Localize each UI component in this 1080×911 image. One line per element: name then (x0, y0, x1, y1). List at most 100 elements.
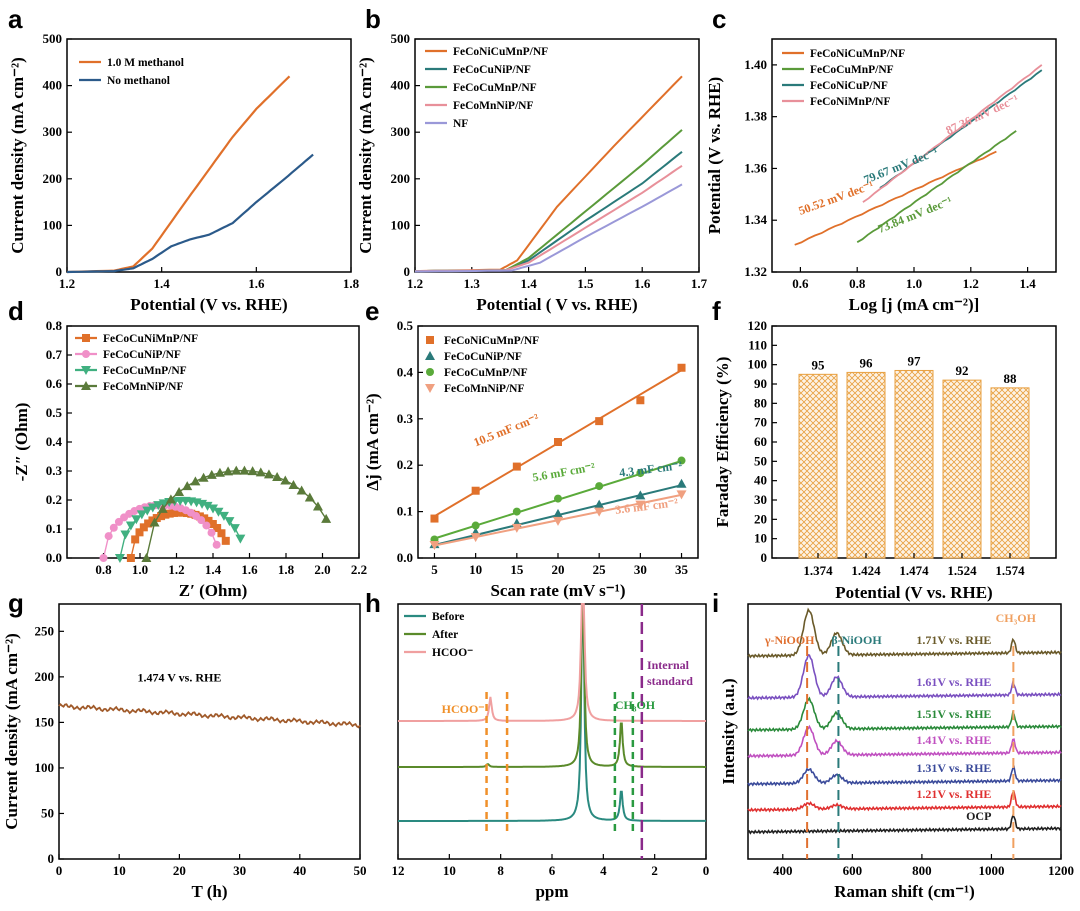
c-series-line (862, 64, 1043, 203)
d-data-point (272, 472, 283, 482)
d-data-point (109, 523, 118, 532)
i-y-axis-label: Intensity (a.u.) (719, 678, 738, 784)
h-legend-label: After (432, 629, 458, 641)
f-y-tick-label: 100 (748, 357, 768, 372)
e-data-point (676, 478, 687, 488)
g-y-tick-label: 250 (35, 623, 55, 638)
d-data-point (223, 466, 234, 476)
panel-label-f: f (712, 296, 721, 326)
i-x-tick-label: 1200 (1048, 863, 1074, 878)
d-data-point (144, 519, 153, 528)
d-legend-marker (81, 366, 91, 375)
f-y-tick-label: 10 (754, 531, 767, 546)
e-data-point (471, 521, 480, 530)
f-y-tick-label: 90 (754, 376, 767, 391)
d-data-point (99, 554, 108, 562)
i-raman-trace (747, 790, 1062, 813)
d-data-point (321, 513, 332, 523)
a-y-tick-label: 100 (43, 217, 63, 232)
panel-label-h: h (365, 588, 381, 618)
c-legend-label: FeCoNiCuMnP/NF (810, 48, 905, 60)
b-y-tick-label: 400 (391, 78, 411, 93)
b-y-tick-label: 500 (391, 31, 411, 46)
f-y-tick-label: 40 (754, 473, 767, 488)
d-y-axis-label: -Z″ (Ohm) (12, 403, 31, 482)
i-raman-trace (747, 764, 1062, 787)
c-slope-annotation: 50.52 mV dec⁻¹ (797, 178, 876, 218)
i-x-tick-label: 1000 (978, 863, 1004, 878)
a-x-tick-label: 1.8 (343, 276, 360, 291)
d-y-tick-label: 0.6 (46, 376, 63, 391)
h-ch3oh-label: CH₃OH (615, 698, 656, 712)
d-data-point (204, 516, 213, 525)
d-data-point (263, 469, 274, 479)
d-data-point (153, 501, 164, 511)
panel-label-e: e (365, 296, 379, 326)
e-data-point (677, 456, 686, 465)
e-data-point (676, 490, 687, 500)
d-data-point (104, 532, 113, 541)
h-x-tick-label: 10 (443, 863, 456, 878)
b-series-line (414, 151, 683, 273)
d-data-point (125, 521, 136, 531)
panel-f: f 0 10 20 30 40 50 60 70 80 90 100 110 120 Potential (… (712, 296, 1057, 602)
h-nmr-trace (398, 603, 706, 722)
panel-d: d 0.8 1.0 1.2 1.4 1.6 1.8 2.0 2.2 0.0 0.1 0.2 0.3 0.4… (8, 296, 367, 600)
a-y-tick-label: 500 (43, 31, 63, 46)
d-data-point (213, 524, 222, 533)
d-data-point (131, 535, 140, 544)
f-y-tick-label: 110 (748, 337, 767, 352)
c-y-tick-label: 1.32 (744, 264, 767, 279)
d-data-point (170, 508, 179, 517)
d-y-tick-label: 0.1 (46, 521, 62, 536)
i-plot-frame (747, 603, 1062, 860)
i-potential-label: 1.21V vs. RHE (916, 787, 991, 801)
b-y-tick-label: 100 (391, 217, 411, 232)
f-y-tick-label: 120 (748, 318, 768, 333)
f-bar-value-label: 92 (956, 363, 969, 378)
d-y-tick-label: 0.7 (46, 347, 63, 362)
f-bar (942, 379, 982, 559)
h-x-tick-label: 12 (392, 863, 405, 878)
a-y-tick-label: 400 (43, 78, 63, 93)
f-x-tick-label: 1.574 (995, 563, 1025, 578)
c-legend-label: FeCoNiCuP/NF (810, 80, 888, 92)
f-bar-value-label: 96 (860, 355, 874, 370)
e-data-point (595, 417, 604, 426)
f-bar (894, 369, 934, 559)
b-legend-label: FeCoCuMnP/NF (453, 82, 537, 94)
h-standard-label: standard (647, 674, 693, 688)
a-plot-frame (66, 38, 352, 273)
b-legend-label: FeCoNiCuMnP/NF (453, 46, 548, 58)
panel-a: a 1.2 1.4 1.6 1.8 0 100 200 300 400 500 Potential (… (8, 4, 360, 314)
e-legend-marker (425, 384, 435, 393)
h-x-tick-label: 8 (497, 863, 504, 878)
d-data-point (255, 467, 266, 477)
d-legend-label: FeCoCuNiP/NF (103, 349, 181, 361)
d-data-point (147, 503, 158, 513)
e-data-point (430, 514, 439, 523)
d-data-point (136, 510, 147, 520)
panel-e: e 5 10 15 20 25 30 35 0.0 0.1 0.2 0.3 0.4 0.5 Scan rat… (363, 296, 699, 600)
b-legend-label: FeCoMnNiP/NF (453, 100, 533, 112)
e-legend-label: FeCoCuMnP/NF (444, 367, 528, 379)
i-potential-label: 1.71V vs. RHE (916, 633, 991, 647)
d-data-point (190, 476, 201, 486)
e-data-point (429, 541, 440, 551)
e-x-tick-label: 35 (675, 562, 689, 577)
c-slope-annotation: 87.36 mV dec⁻¹ (943, 91, 1021, 137)
e-y-axis-label: Δj (mA cm⁻²) (363, 393, 382, 490)
d-legend-label: FeCoCuMnP/NF (103, 365, 187, 377)
i-gamma-niooh-label: γ-NiOOH (764, 633, 815, 647)
f-y-tick-label: 80 (754, 395, 767, 410)
d-y-tick-label: 0.2 (46, 492, 62, 507)
d-data-point (165, 494, 176, 504)
d-data-point (148, 516, 157, 525)
d-x-tick-label: 2.2 (351, 562, 367, 577)
e-legend-marker (425, 351, 435, 360)
d-data-point (197, 516, 206, 525)
a-y-tick-label: 300 (43, 124, 63, 139)
d-data-point (280, 475, 291, 485)
e-data-point (471, 486, 480, 495)
panel-label-i: i (712, 588, 719, 618)
